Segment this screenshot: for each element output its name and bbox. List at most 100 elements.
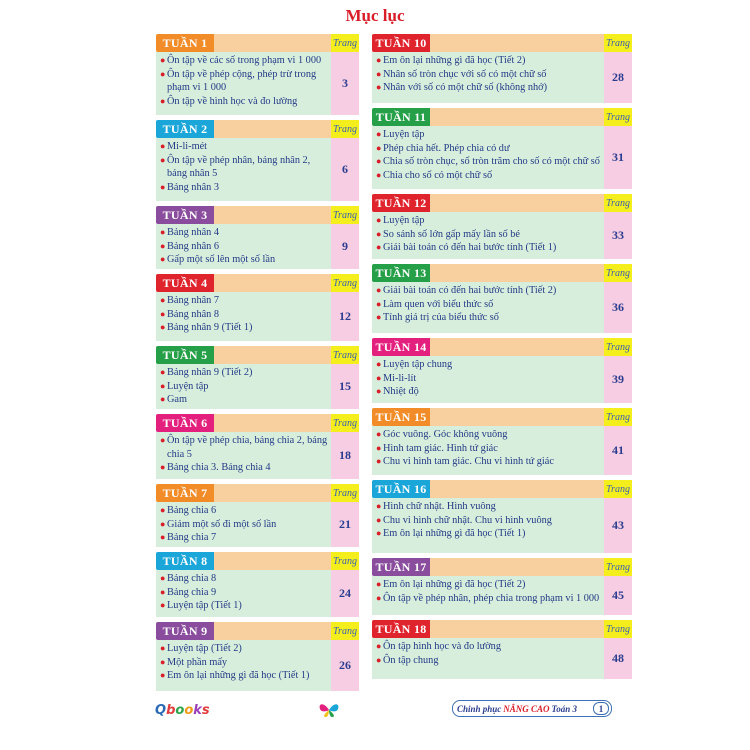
bullet-icon: ●	[160, 586, 166, 597]
lesson-item: ● Làm quen với biểu thức số	[374, 298, 604, 312]
logo-letter: o	[184, 703, 194, 718]
lesson-item: ● Nhiệt độ	[374, 385, 604, 399]
bullet-icon: ●	[376, 68, 382, 79]
week-header-bar	[430, 408, 604, 426]
week-section: TUẦN 5 Trang ● Bảng nhân 9 (Tiết 2) ● Luyện t…	[156, 346, 359, 414]
week-body: ● Góc vuông. Góc không vuông ● Hình tam giá…	[372, 426, 632, 475]
lesson-title: Gấp một số lên một số lần	[167, 254, 276, 265]
bullet-icon: ●	[376, 312, 382, 322]
bullet-icon: ●	[160, 254, 166, 264]
lesson-title: Bảng chia 6	[167, 505, 217, 516]
bullet-icon: ●	[376, 528, 382, 538]
week-body: ● Luyện tập chung ● Mi-li-lít ● Nhiệt độ 39	[372, 356, 632, 403]
bullet-icon: ●	[376, 372, 382, 383]
trang-label: Trang	[604, 558, 632, 576]
week-header-bar	[430, 558, 604, 576]
lesson-item: ● So sánh số lớn gấp mấy lần số bé	[374, 228, 604, 242]
lesson-item: ● Ôn tập về phép cộng, phép trừ trong phạ…	[158, 68, 331, 95]
lesson-title: Hình tam giác. Hình tứ giác	[383, 442, 498, 454]
lesson-list: ● Luyện tập (Tiết 2) ● Một phần mấy ● Em ôn l…	[156, 640, 331, 691]
bullet-icon: ●	[376, 641, 382, 651]
bullet-icon: ●	[160, 656, 166, 667]
bullet-icon: ●	[160, 141, 166, 151]
bullet-icon: ●	[160, 181, 166, 192]
lesson-item: ● Luyện tập	[374, 214, 604, 228]
lesson-item: ● Ôn tập về phép nhân, bảng nhân 2, bảng …	[158, 154, 331, 181]
week-header-bar	[430, 34, 604, 52]
lesson-title: Luyện tập	[383, 129, 425, 140]
bullet-icon: ●	[376, 592, 382, 603]
lesson-item: ● Góc vuông. Góc không vuông	[374, 428, 604, 442]
publisher-logo: Qbooks	[155, 703, 210, 718]
week-section: TUẦN 3 Trang ● Bảng nhân 4 ● Bảng nhân 6 ● Gấp …	[156, 206, 359, 274]
trang-label: Trang	[331, 34, 359, 52]
lesson-list: ● Luyện tập ● Phép chia hết. Phép chia có d…	[372, 126, 604, 189]
lesson-title: Luyện tập chung	[383, 359, 453, 370]
lesson-item: ● Bảng chia 6	[158, 504, 331, 518]
lesson-item: ● Bảng nhân 4	[158, 226, 331, 240]
lesson-title: Chu vi hình tam giác. Chu vi hình tứ giá…	[383, 456, 554, 467]
week-header: TUẦN 4 Trang	[156, 274, 359, 292]
week-header-bar	[430, 480, 604, 498]
lesson-item: ● Luyện tập (Tiết 1)	[158, 599, 331, 613]
week-tag: TUẦN 4	[156, 274, 214, 292]
lesson-title: Giải bài toán có đến hai bước tính (Tiết…	[383, 242, 557, 253]
lesson-item: ● Gam	[158, 393, 331, 407]
bullet-icon: ●	[376, 285, 382, 295]
lesson-item: ● Giải bài toán có đến hai bước tính (Tiế…	[374, 284, 604, 298]
lesson-title: Bảng nhân 7	[167, 295, 220, 306]
lesson-title: Mi-li-lít	[383, 372, 417, 384]
lesson-item: ● Em ôn lại những gì đã học (Tiết 2)	[374, 578, 604, 592]
lesson-title: Bảng nhân 8	[167, 308, 220, 320]
lesson-title: Luyện tập (Tiết 2)	[167, 643, 242, 654]
lesson-title: Phép chia hết. Phép chia có dư	[383, 142, 510, 154]
book-suffix: Toán 3	[551, 703, 577, 714]
page-number-cell: 36	[604, 282, 632, 333]
lesson-item: ● Bảng chia 3. Bảng chia 4	[158, 461, 331, 475]
bullet-icon: ●	[376, 514, 382, 525]
lesson-item: ● Giảm một số đi một số lần	[158, 518, 331, 532]
trang-label: Trang	[331, 346, 359, 364]
lesson-list: ● Ôn tập hình học và đo lường ● Ôn tập chun…	[372, 638, 604, 679]
lesson-item: ● Ôn tập về phép nhân, phép chia trong ph…	[374, 592, 604, 606]
week-header: TUẦN 6 Trang	[156, 414, 359, 432]
week-tag: TUẦN 11	[372, 108, 430, 126]
week-section: TUẦN 14 Trang ● Luyện tập chung ● Mi-li-lít ● N…	[372, 338, 632, 408]
week-tag: TUẦN 6	[156, 414, 214, 432]
week-tag: TUẦN 5	[156, 346, 214, 364]
lesson-title: Ôn tập về hình học và đo lường	[167, 95, 298, 107]
week-body: ● Luyện tập ● Phép chia hết. Phép chia có d…	[372, 126, 632, 189]
week-section: TUẦN 18 Trang ● Ôn tập hình học và đo lường…	[372, 620, 632, 682]
lesson-title: Bảng chia 8	[167, 573, 217, 584]
lesson-title: Em ôn lại những gì đã học (Tiết 1)	[383, 528, 526, 539]
page-number-cell: 39	[604, 356, 632, 403]
lesson-title: So sánh số lớn gấp mấy lần số bé	[383, 228, 521, 240]
week-body: ● Bảng chia 8 ● Bảng chia 9 ● Luyện tập (Tiết…	[156, 570, 359, 617]
week-section: TUẦN 2 Trang ● Mi-li-mét ● Ôn tập về phép nhâ…	[156, 120, 359, 206]
week-header-bar	[214, 484, 331, 502]
week-section: TUẦN 7 Trang ● Bảng chia 6 ● Giảm một số đi m…	[156, 484, 359, 552]
lesson-title: Gam	[167, 394, 188, 405]
trang-label: Trang	[604, 408, 632, 426]
week-tag: TUẦN 9	[156, 622, 214, 640]
trang-label: Trang	[331, 552, 359, 570]
butterfly-icon	[319, 704, 339, 717]
lesson-item: ● Luyện tập chung	[374, 358, 604, 372]
lesson-item: ● Ôn tập về phép chia, bảng chia 2, bảng …	[158, 434, 331, 461]
lesson-item: ● Gấp một số lên một số lần	[158, 253, 331, 267]
right-column: TUẦN 10 Trang ● Em ôn lại những gì đã học (…	[372, 34, 632, 682]
week-header: TUẦN 18 Trang	[372, 620, 632, 638]
trang-label: Trang	[331, 206, 359, 224]
week-section: TUẦN 11 Trang ● Luyện tập ● Phép chia hết. Ph…	[372, 108, 632, 194]
lesson-list: ● Em ôn lại những gì đã học (Tiết 2) ● Ôn t…	[372, 576, 604, 615]
lesson-list: ● Mi-li-mét ● Ôn tập về phép nhân, bảng nhâ…	[156, 138, 331, 201]
lesson-item: ● Em ôn lại những gì đã học (Tiết 1)	[374, 527, 604, 541]
lesson-list: ● Bảng nhân 9 (Tiết 2) ● Luyện tập ● Gam	[156, 364, 331, 409]
week-body: ● Luyện tập (Tiết 2) ● Một phần mấy ● Em ôn l…	[156, 640, 359, 691]
lesson-item: ● Bảng nhân 6	[158, 240, 331, 254]
lesson-item: ● Chia số tròn chục, số tròn trăm cho số …	[374, 155, 604, 169]
bullet-icon: ●	[160, 308, 166, 319]
bullet-icon: ●	[376, 456, 382, 466]
trang-label: Trang	[604, 34, 632, 52]
logo-letter: o	[175, 703, 185, 718]
